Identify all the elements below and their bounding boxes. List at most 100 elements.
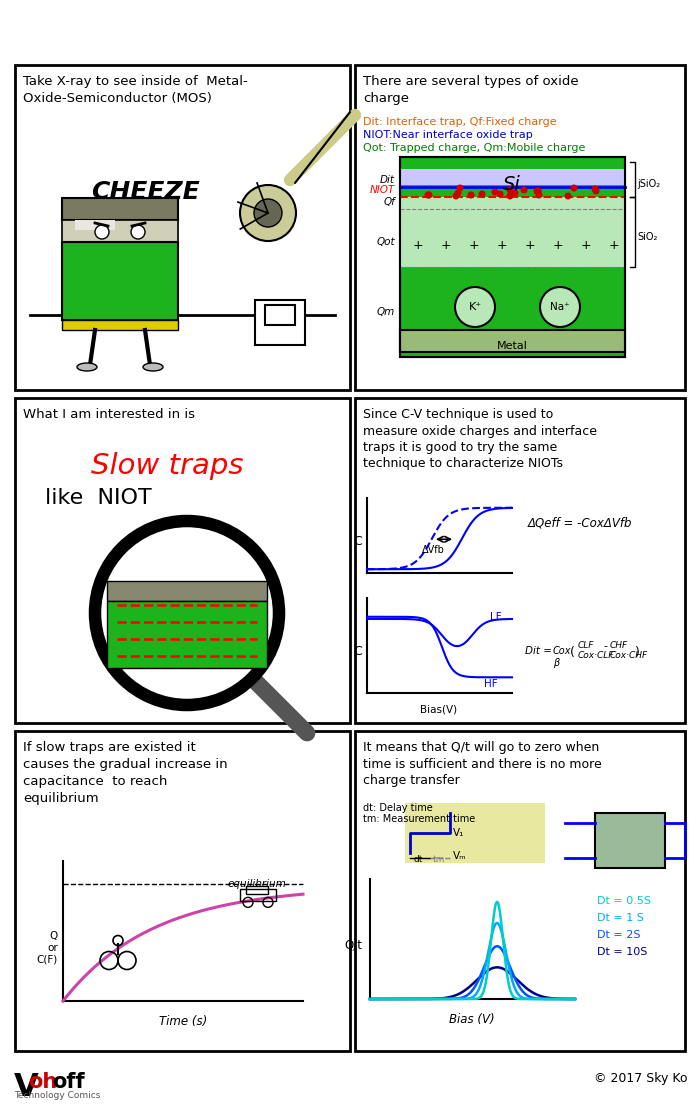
Text: β: β [553, 658, 559, 668]
Bar [400, 157, 625, 356]
Text: NIOT: NIOT [370, 185, 395, 195]
Bar [62, 198, 178, 219]
Circle shape [535, 187, 542, 195]
Text: SiO₂: SiO₂ [637, 232, 657, 242]
Text: off: off [52, 1072, 85, 1092]
Bar [62, 242, 178, 320]
Bar [107, 600, 267, 668]
Circle shape [424, 192, 431, 198]
Ellipse shape [77, 363, 97, 371]
Circle shape [456, 185, 463, 192]
Text: +: + [609, 240, 620, 252]
Text: Dt = 1 S: Dt = 1 S [597, 913, 644, 924]
Text: Metal: Metal [496, 341, 527, 351]
Text: (: ( [570, 646, 575, 659]
Text: tm: tm [433, 856, 445, 864]
Text: like  NIOT: like NIOT [45, 488, 152, 508]
Bar [355, 398, 685, 723]
Text: Qm: Qm [377, 307, 395, 317]
Bar [62, 320, 178, 330]
Text: HF: HF [484, 680, 498, 688]
Bar [355, 731, 685, 1051]
Circle shape [131, 225, 145, 240]
Text: Q/t: Q/t [344, 939, 362, 952]
Text: Na⁺: Na⁺ [550, 302, 570, 312]
Text: LF: LF [490, 612, 502, 622]
Text: CHEEZE: CHEEZE [90, 180, 199, 204]
Text: V: V [14, 1072, 38, 1103]
Text: -: - [603, 641, 607, 651]
Text: Time (s): Time (s) [159, 1015, 207, 1028]
Text: Bias (V): Bias (V) [449, 1013, 495, 1026]
Bar [255, 300, 305, 345]
Circle shape [468, 192, 475, 198]
Text: It means that Q/t will go to zero when
time is sufficient and there is no more
c: It means that Q/t will go to zero when t… [363, 741, 602, 786]
Text: Since C-V technique is used to
measure oxide charges and interface
traps it is g: Since C-V technique is used to measure o… [363, 408, 597, 470]
Text: Dt = 2S: Dt = 2S [597, 930, 641, 940]
Bar [400, 157, 625, 356]
Bar [107, 582, 267, 600]
Text: jSiO₂: jSiO₂ [637, 179, 660, 189]
Bar [405, 803, 545, 863]
Circle shape [507, 186, 514, 194]
Text: Slow traps: Slow traps [91, 452, 244, 480]
Bar [400, 169, 625, 185]
Text: +: + [553, 240, 564, 252]
Text: Cox·CLF: Cox·CLF [578, 651, 615, 659]
Circle shape [512, 189, 519, 196]
Text: © 2017 Sky Ko: © 2017 Sky Ko [594, 1072, 688, 1085]
Circle shape [426, 192, 433, 198]
Bar [595, 813, 665, 868]
Text: Q
or
C(F): Q or C(F) [36, 931, 58, 965]
Circle shape [95, 521, 279, 705]
Text: Dit: Dit [380, 175, 395, 185]
Text: Dit: Interface trap, Qf:Fixed charge: Dit: Interface trap, Qf:Fixed charge [363, 117, 556, 127]
Bar [246, 887, 268, 895]
Text: tm: Measurement time: tm: Measurement time [363, 814, 475, 824]
Text: Technology Comics: Technology Comics [14, 1091, 100, 1100]
Text: +: + [413, 240, 424, 252]
Text: ΔQeff = -CoxΔVfb: ΔQeff = -CoxΔVfb [528, 516, 633, 529]
Circle shape [452, 193, 459, 199]
Bar [400, 197, 625, 267]
Circle shape [454, 189, 461, 196]
Text: Cox: Cox [553, 646, 571, 656]
Circle shape [455, 287, 495, 328]
Text: dt: dt [413, 856, 422, 864]
Text: NIOT:Near interface oxide trap: NIOT:Near interface oxide trap [363, 130, 533, 140]
Text: Qot: Qot [377, 237, 395, 247]
Circle shape [507, 193, 514, 199]
Text: Bias(V): Bias(V) [421, 705, 458, 715]
Bar [15, 398, 350, 723]
Text: C: C [354, 645, 362, 658]
Bar [15, 65, 350, 390]
Text: C: C [354, 535, 362, 548]
Circle shape [535, 188, 542, 195]
Circle shape [479, 190, 486, 197]
Circle shape [536, 192, 542, 198]
Bar [240, 889, 276, 901]
Text: There are several types of oxide
charge: There are several types of oxide charge [363, 75, 579, 105]
Text: Qf: Qf [384, 197, 395, 207]
Text: Dt = 10S: Dt = 10S [597, 947, 648, 957]
Circle shape [496, 190, 503, 197]
Text: ): ) [635, 646, 640, 659]
Text: Vₘ: Vₘ [453, 851, 466, 861]
Circle shape [592, 187, 599, 195]
Text: Si: Si [503, 175, 521, 194]
Text: dt: Delay time: dt: Delay time [363, 803, 433, 813]
Text: V₁: V₁ [453, 828, 464, 838]
Text: +: + [525, 240, 536, 252]
Circle shape [533, 187, 540, 195]
Text: +: + [441, 240, 452, 252]
Circle shape [570, 185, 578, 192]
Text: equilibrium: equilibrium [228, 879, 287, 889]
Circle shape [254, 199, 282, 227]
Bar [355, 65, 685, 390]
Bar [75, 219, 115, 229]
Text: ΔVfb: ΔVfb [422, 545, 445, 555]
Bar [265, 305, 295, 325]
Text: oh: oh [28, 1072, 57, 1092]
Circle shape [540, 287, 580, 328]
Text: Dit =: Dit = [525, 646, 552, 656]
